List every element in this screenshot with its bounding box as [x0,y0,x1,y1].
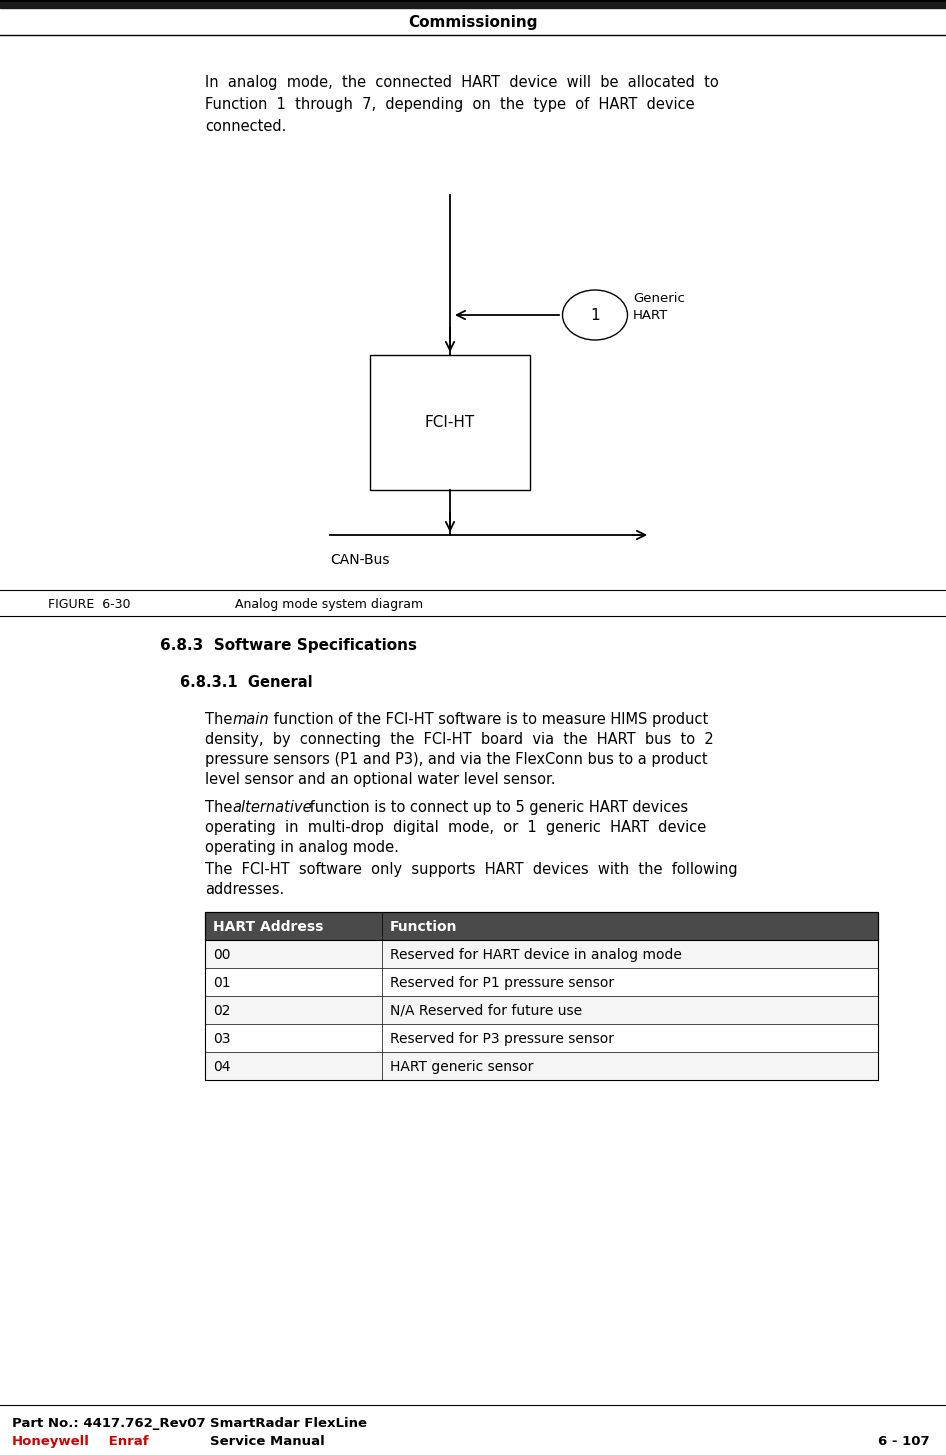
Text: level sensor and an optional water level sensor.: level sensor and an optional water level… [205,773,555,787]
Text: Function: Function [390,920,458,934]
Text: pressure sensors (P1 and P3), and via the FlexConn bus to a product: pressure sensors (P1 and P3), and via th… [205,752,708,767]
Text: 6 - 107: 6 - 107 [879,1435,930,1448]
Text: In  analog  mode,  the  connected  HART  device  will  be  allocated  to: In analog mode, the connected HART devic… [205,76,719,90]
Bar [205,997,878,1024]
Text: SmartRadar FlexLine: SmartRadar FlexLine [210,1417,367,1430]
Text: connected.: connected. [205,119,287,134]
Text: The: The [205,800,237,815]
Text: Reserved for P3 pressure sensor: Reserved for P3 pressure sensor [390,1032,614,1046]
Text: 01: 01 [213,976,231,989]
Text: Service Manual: Service Manual [210,1435,324,1448]
Text: 6.8.3.1  General: 6.8.3.1 General [180,675,312,690]
Text: Commissioning: Commissioning [409,15,537,29]
Text: The  FCI-HT  software  only  supports  HART  devices  with  the  following: The FCI-HT software only supports HART d… [205,861,738,877]
Text: Generic
HART: Generic HART [633,292,685,322]
Text: FCI-HT: FCI-HT [425,415,475,431]
Text: Analog mode system diagram: Analog mode system diagram [235,598,423,611]
Text: addresses.: addresses. [205,882,284,896]
Text: 1: 1 [590,307,600,323]
Bar [205,912,878,940]
Text: CAN-Bus: CAN-Bus [330,553,390,567]
Text: alternative: alternative [232,800,311,815]
Text: HART generic sensor: HART generic sensor [390,1061,534,1074]
Text: The: The [205,711,237,728]
Bar [205,912,878,1080]
Text: 04: 04 [213,1061,231,1074]
Text: operating in analog mode.: operating in analog mode. [205,840,399,856]
Text: Reserved for P1 pressure sensor: Reserved for P1 pressure sensor [390,976,614,989]
Text: function of the FCI-HT software is to measure HIMS product: function of the FCI-HT software is to me… [269,711,709,728]
Text: N/A Reserved for future use: N/A Reserved for future use [390,1004,582,1018]
Bar [205,968,878,997]
Text: main: main [232,711,269,728]
Bar [205,940,878,968]
Text: 03: 03 [213,1032,231,1046]
Text: Function  1  through  7,  depending  on  the  type  of  HART  device: Function 1 through 7, depending on the t… [205,97,694,112]
Text: FIGURE  6-30: FIGURE 6-30 [48,598,131,611]
Text: function is to connect up to 5 generic HART devices: function is to connect up to 5 generic H… [305,800,688,815]
Text: operating  in  multi-drop  digital  mode,  or  1  generic  HART  device: operating in multi-drop digital mode, or… [205,821,707,835]
Text: Honeywell: Honeywell [12,1435,90,1448]
Bar [0,0,946,7]
Text: Part No.: 4417.762_Rev07: Part No.: 4417.762_Rev07 [12,1417,205,1430]
Text: density,  by  connecting  the  FCI-HT  board  via  the  HART  bus  to  2: density, by connecting the FCI-HT board … [205,732,713,746]
Bar [370,355,530,490]
Bar [205,1024,878,1052]
Text: 00: 00 [213,949,231,962]
Text: Enraf: Enraf [104,1435,149,1448]
Text: 6.8.3  Software Specifications: 6.8.3 Software Specifications [160,637,417,653]
Bar [205,1052,878,1080]
Text: Reserved for HART device in analog mode: Reserved for HART device in analog mode [390,949,682,962]
Text: 02: 02 [213,1004,231,1018]
Text: HART Address: HART Address [213,920,324,934]
